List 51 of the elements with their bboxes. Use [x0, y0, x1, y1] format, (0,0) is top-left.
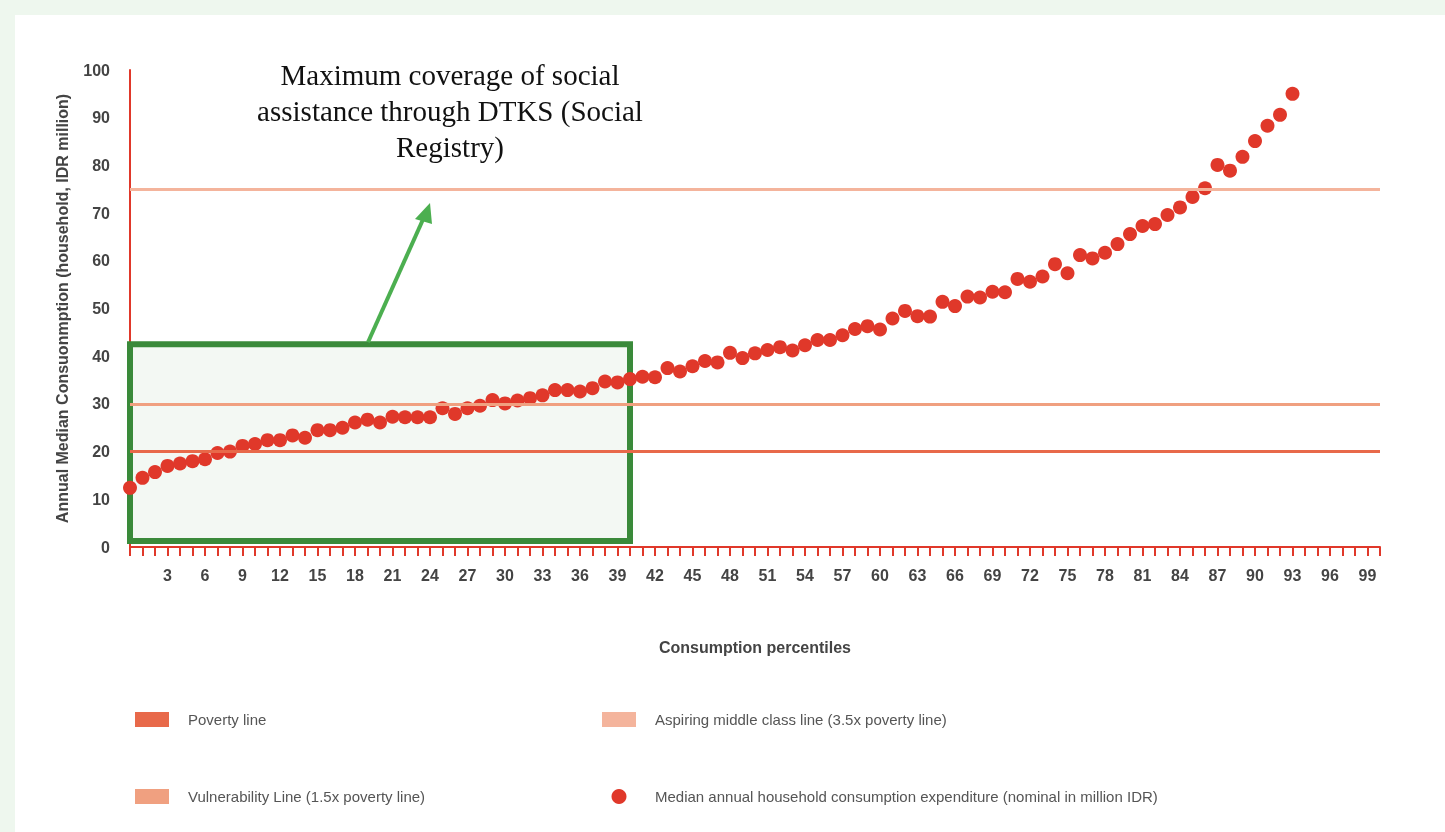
x-tick-label: 96 [1321, 566, 1339, 584]
x-tick-label: 21 [383, 566, 402, 584]
x-tick-label: 45 [683, 566, 702, 584]
annotation: Maximum coverage of social assistance through DTKS (Social Registry) [256, 58, 644, 165]
y-tick-label: 10 [92, 490, 111, 508]
x-tick-label: 69 [983, 566, 1002, 584]
x-tick-label: 33 [533, 566, 552, 584]
y-tick-label: 40 [92, 347, 111, 365]
legend-label: Poverty line [188, 711, 267, 728]
x-axis-title: Consumption percentiles [658, 638, 852, 656]
x-tick-label: 90 [1246, 566, 1264, 584]
legend-label: Aspiring middle class line (3.5x poverty line) [655, 711, 947, 728]
y-tick-label: 50 [92, 300, 111, 317]
y-tick-label: 100 [83, 61, 111, 79]
x-tick-label: 60 [871, 566, 889, 584]
x-tick-label: 99 [1358, 566, 1377, 584]
y-tick-label: 70 [92, 204, 111, 222]
y-tick-label: 60 [92, 252, 111, 270]
x-tick-label: 84 [1171, 566, 1189, 584]
y-tick-label: 30 [92, 395, 111, 413]
x-tick-label: 81 [1133, 566, 1152, 584]
x-tick-label: 39 [608, 566, 627, 584]
x-tick-label: 66 [946, 566, 964, 584]
x-tick-label: 15 [308, 566, 327, 584]
x-tick-label: 9 [238, 566, 248, 584]
x-tick-label: 54 [796, 566, 814, 584]
y-tick-label: 0 [101, 538, 111, 556]
x-tick-label: 78 [1096, 566, 1114, 584]
legend-label: Vulnerability Line (1.5x poverty line) [188, 788, 426, 805]
y-axis-title: Annual Median Consuonmption (household, IDR million) [53, 93, 71, 524]
y-tick-label: 80 [92, 156, 111, 174]
x-tick-label: 87 [1208, 566, 1227, 584]
x-tick-label: 42 [646, 566, 664, 584]
x-tick-label: 63 [908, 566, 927, 584]
x-tick-label: 57 [833, 566, 852, 584]
x-tick-label: 24 [421, 566, 439, 584]
legend-label: Median annual household consumption expenditure (nominal in million IDR) [655, 788, 1158, 805]
x-tick-label: 18 [346, 566, 364, 584]
x-tick-label: 36 [571, 566, 589, 584]
x-tick-label: 72 [1021, 566, 1039, 584]
x-tick-label: 93 [1283, 566, 1302, 584]
x-tick-label: 3 [163, 566, 173, 584]
x-tick-label: 27 [458, 566, 477, 584]
x-tick-label: 51 [758, 566, 777, 584]
x-tick-label: 30 [496, 566, 514, 584]
y-tick-label: 90 [92, 109, 111, 127]
x-tick-label: 75 [1058, 566, 1077, 584]
y-tick-label: 20 [92, 443, 111, 461]
x-tick-label: 6 [200, 566, 210, 584]
x-tick-label: 48 [721, 566, 739, 584]
x-tick-label: 12 [271, 566, 289, 584]
